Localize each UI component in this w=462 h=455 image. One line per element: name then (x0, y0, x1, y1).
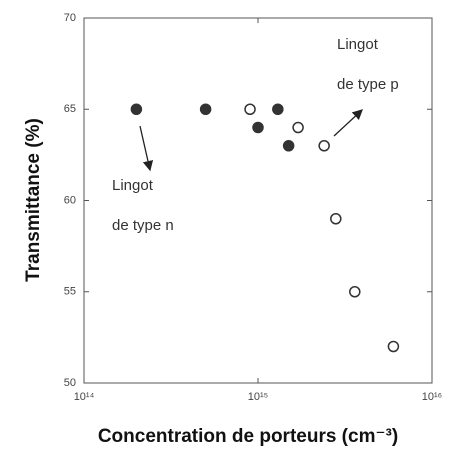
arrow-p (333, 109, 363, 137)
point (282, 140, 295, 152)
y-tick-label: 50 (64, 377, 76, 389)
annotation: Lingot (337, 36, 379, 53)
x-tick-label: 10¹⁶ (422, 391, 442, 403)
annotation: de type n (112, 217, 174, 234)
point (318, 140, 330, 152)
y-tick-label: 65 (64, 103, 76, 115)
point (130, 103, 143, 115)
x-axis-label: Concentration de porteurs (cm⁻³) (98, 426, 398, 447)
x-tick-label: 10¹⁵ (248, 391, 268, 403)
y-tick-label: 60 (64, 194, 76, 206)
y-tick-label: 55 (64, 286, 76, 298)
annotation: de type p (337, 76, 399, 93)
point (349, 286, 361, 298)
annotation: Lingot (112, 177, 154, 194)
point (244, 103, 256, 115)
point (387, 340, 400, 353)
point (330, 213, 342, 225)
point (272, 103, 284, 115)
point (252, 121, 264, 134)
x-tick-label: 10¹⁴ (74, 391, 95, 403)
arrow-n (139, 125, 154, 172)
point (292, 121, 304, 134)
y-axis-label: Transmittance (%) (23, 118, 44, 282)
plot-frame (83, 17, 433, 384)
y-tick-label: 70 (64, 12, 76, 24)
point (199, 103, 212, 115)
